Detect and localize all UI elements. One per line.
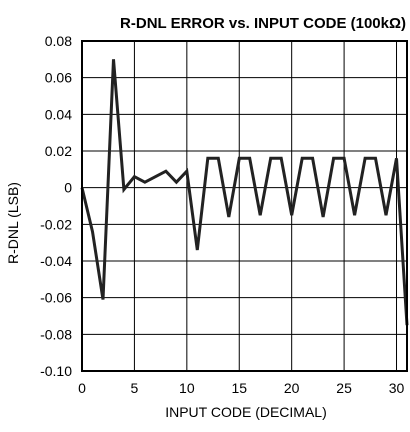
y-tick-label: -0.06 xyxy=(40,290,72,306)
y-tick-label: -0.08 xyxy=(40,326,72,342)
x-tick-labels: 0 5 10 15 20 25 30 xyxy=(78,380,404,396)
y-tick-label: 0.08 xyxy=(45,33,72,49)
x-tick-label: 20 xyxy=(284,380,300,396)
plot-frame xyxy=(81,40,408,372)
grid xyxy=(82,40,407,372)
y-axis-label: R-DNL (LSB) xyxy=(5,182,21,264)
x-tick-label: 25 xyxy=(336,380,352,396)
x-tick-label: 0 xyxy=(78,380,86,396)
y-tick-label: 0.04 xyxy=(45,106,72,122)
chart-title: R-DNL ERROR vs. INPUT CODE (100kΩ) xyxy=(120,15,406,32)
x-tick-label: 10 xyxy=(179,380,195,396)
x-tick-label: 15 xyxy=(231,380,247,396)
x-tick-label: 5 xyxy=(131,380,139,396)
y-tick-label: 0 xyxy=(64,180,72,196)
y-tick-label: -0.10 xyxy=(40,363,72,379)
y-tick-label: 0.06 xyxy=(45,70,72,86)
series-group xyxy=(80,59,409,326)
y-tick-labels: 0.08 0.06 0.04 0.02 0 -0.02 -0.04 -0.06 -0.08 -0.… xyxy=(40,33,72,379)
y-tick-label: 0.02 xyxy=(45,143,72,159)
y-tick-label: -0.04 xyxy=(40,253,72,269)
series-line xyxy=(80,59,409,326)
x-axis-label: INPUT CODE (DECIMAL) xyxy=(165,404,327,420)
y-tick-label: -0.02 xyxy=(40,216,72,232)
x-tick-label: 30 xyxy=(389,380,405,396)
